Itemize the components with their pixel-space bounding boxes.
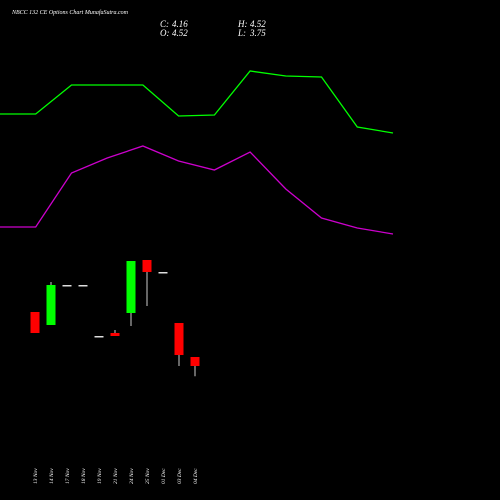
candle-body bbox=[142, 260, 152, 272]
indicator-line bbox=[0, 145, 394, 235]
x-tick-label: 14 Nov bbox=[48, 468, 55, 484]
candle-body bbox=[78, 285, 88, 287]
x-tick-label: 25 Nov bbox=[145, 468, 151, 484]
ohlc-label: L: bbox=[237, 28, 246, 38]
ohlc-value: 4.16 bbox=[172, 19, 188, 29]
x-tick-label: 03 Dec bbox=[177, 468, 183, 484]
indicator-line bbox=[0, 70, 394, 134]
ohlc-value: 3.75 bbox=[249, 28, 266, 38]
chart-title: NBCC 132 CE Options Chart MunafaSutra.co… bbox=[11, 9, 129, 16]
candle-body bbox=[94, 336, 104, 338]
ohlc-label: C: bbox=[160, 19, 169, 29]
x-tick-label: 13 Nov bbox=[33, 468, 39, 484]
candle-body bbox=[126, 261, 136, 313]
candle-body bbox=[110, 333, 120, 336]
x-tick-label: 19 Nov bbox=[97, 468, 103, 484]
candle-body bbox=[174, 323, 184, 355]
candle-body bbox=[30, 312, 40, 333]
ohlc-label: H: bbox=[237, 19, 248, 29]
x-tick-label: 17 Nov bbox=[65, 468, 71, 484]
candle-body bbox=[190, 357, 200, 366]
ohlc-value: 4.52 bbox=[250, 19, 266, 29]
ohlc-label: O: bbox=[160, 28, 170, 38]
ohlc-value: 4.52 bbox=[172, 28, 188, 38]
x-tick-label: 21 Nov bbox=[113, 468, 119, 484]
x-tick-label: 18 Nov bbox=[81, 468, 87, 484]
candle-body bbox=[62, 285, 72, 287]
x-tick-label: 04 Dec bbox=[192, 468, 199, 484]
candle-body bbox=[46, 285, 56, 325]
x-tick-label: 01 Dec bbox=[161, 468, 167, 484]
candle-body bbox=[158, 272, 168, 274]
x-tick-label: 24 Nov bbox=[128, 468, 135, 484]
